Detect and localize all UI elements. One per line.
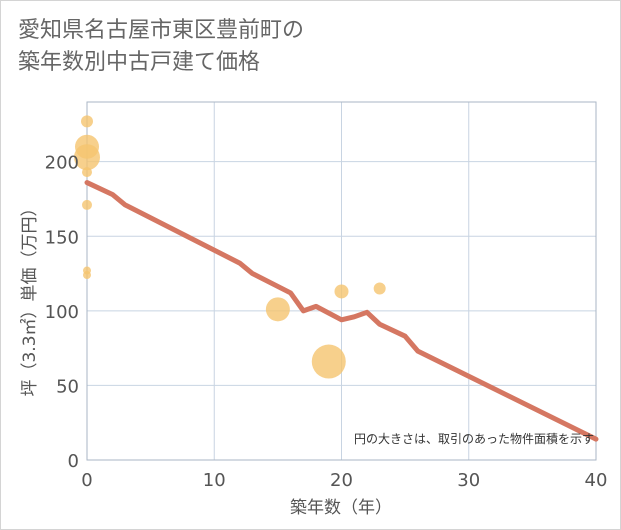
plot-border — [86, 101, 597, 461]
x-tick-label: 0 — [81, 470, 92, 491]
x-tick-label: 30 — [457, 470, 480, 491]
chart-title: 愛知県名古屋市東区豊前町の 築年数別中古戸建て価格 — [18, 15, 304, 79]
y-tick-label: 150 — [45, 227, 79, 248]
chart-title-line-2: 築年数別中古戸建て価格 — [18, 50, 261, 75]
y-axis-label: 坪（3.3㎡）単価（万円） — [20, 199, 40, 396]
bubble-point — [334, 284, 349, 299]
chart-title-line-1: 愛知県名古屋市東区豊前町の — [18, 18, 305, 43]
trend-line — [84, 180, 599, 442]
y-tick-label: 50 — [56, 376, 79, 397]
bubble-point — [82, 167, 92, 178]
bubble-point — [373, 282, 386, 295]
bubble-point — [83, 271, 91, 280]
bubble-point — [81, 115, 93, 128]
y-tick-label: 0 — [68, 451, 79, 472]
x-axis-label: 築年数（年） — [290, 498, 392, 518]
bubble-point — [74, 144, 100, 171]
x-tick-label: 40 — [585, 470, 608, 491]
bubble-point — [265, 297, 290, 322]
grid-lines — [86, 101, 597, 461]
bubble-point — [82, 199, 92, 210]
y-tick-label: 100 — [45, 302, 79, 323]
bubble-point — [311, 344, 346, 379]
bubble-layer — [74, 115, 386, 379]
chart-note: 円の大きさは、取引のあった物件面積を示す — [354, 431, 594, 446]
trend-layer — [84, 180, 599, 442]
x-tick-label: 10 — [203, 470, 226, 491]
x-tick-label: 20 — [330, 470, 353, 491]
tick-labels: 0 10 20 30 40 0 50 100 150 200 — [45, 153, 608, 491]
y-tick-label: 200 — [45, 153, 79, 174]
